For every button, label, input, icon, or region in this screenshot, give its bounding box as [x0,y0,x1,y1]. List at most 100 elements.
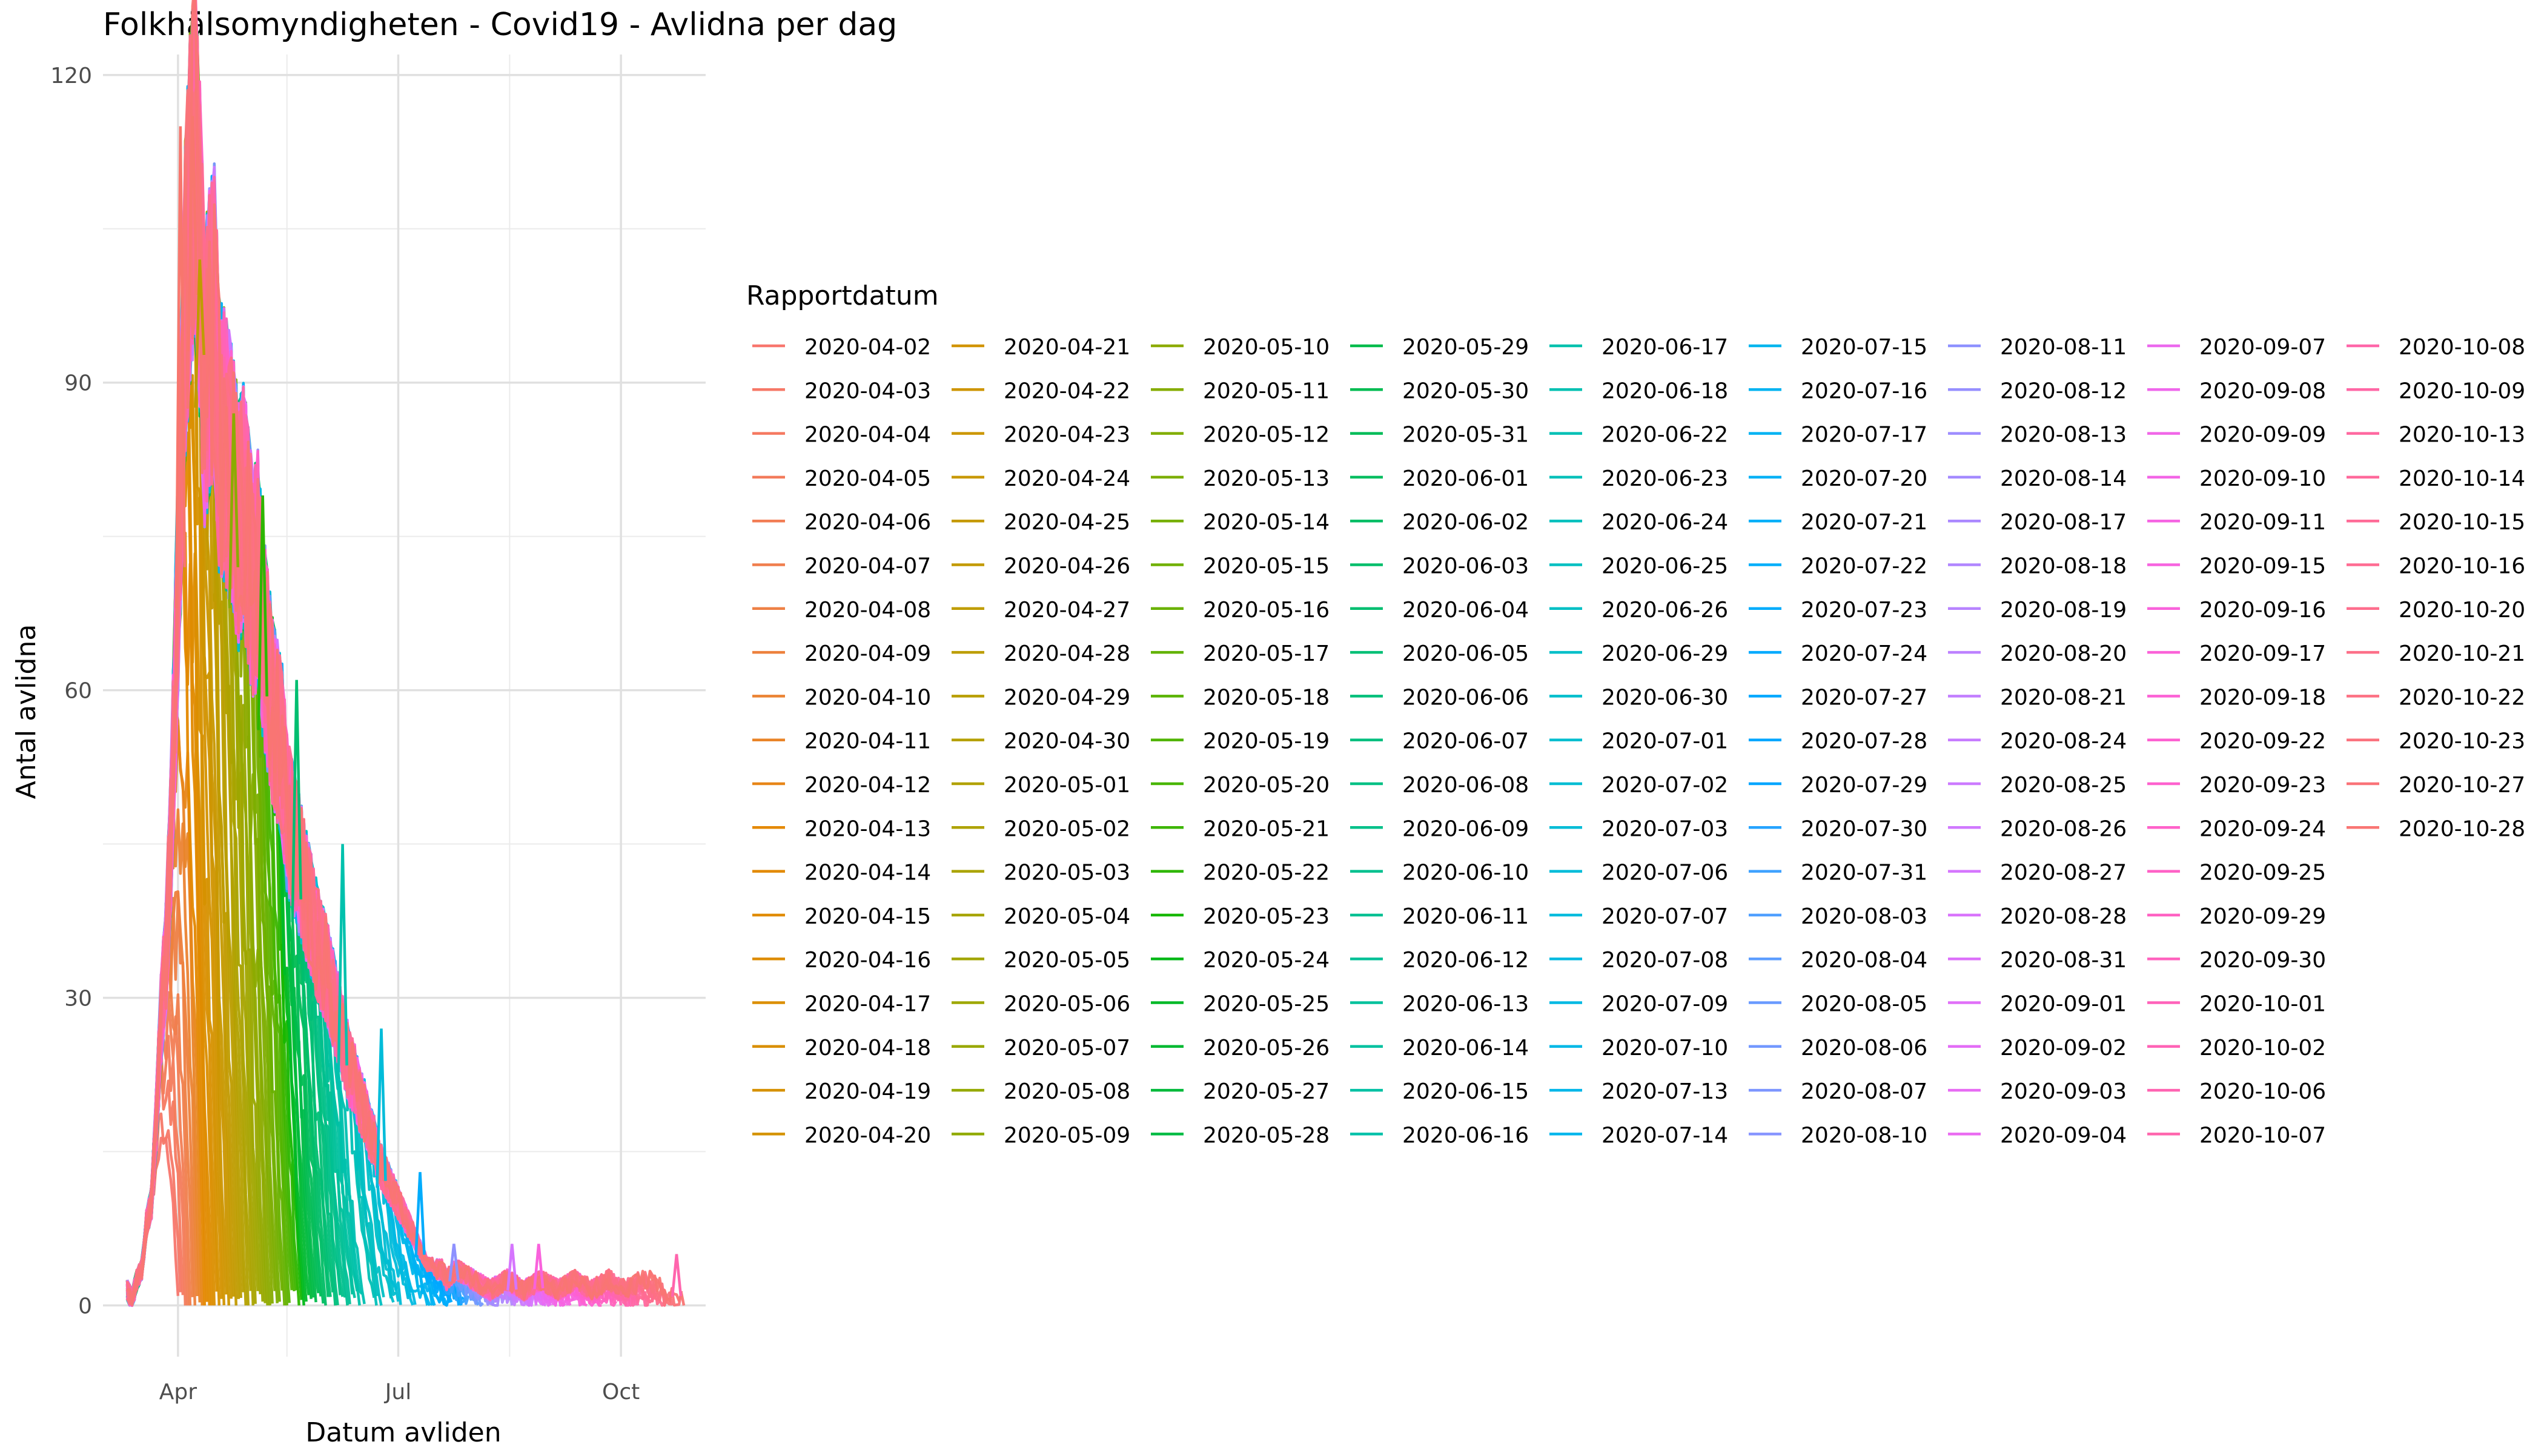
legend-label: 2020-07-07 [1602,904,1728,929]
legend-label: 2020-10-08 [2399,335,2525,360]
legend-label: 2020-05-27 [1203,1079,1330,1104]
legend-label: 2020-08-21 [2000,685,2127,710]
legend-label: 2020-10-28 [2399,816,2525,841]
series-spike [337,844,348,1079]
legend-label: 2020-09-22 [2199,729,2326,754]
legend-label: 2020-10-14 [2399,466,2525,491]
legend-label: 2020-07-15 [1801,335,1927,360]
legend-label: 2020-04-02 [804,335,931,360]
series-spike [506,1243,518,1291]
legend-label: 2020-04-15 [804,904,931,929]
legend-label: 2020-08-13 [2000,423,2127,448]
legend-label: 2020-05-09 [1004,1123,1130,1148]
legend-label: 2020-05-04 [1004,904,1130,929]
legend-label: 2020-08-03 [1801,904,1927,929]
series-line [125,91,669,1307]
legend-label: 2020-07-28 [1801,729,1927,754]
legend-label: 2020-05-14 [1203,510,1330,535]
legend-label: 2020-09-04 [2000,1123,2127,1148]
legend-label: 2020-04-12 [804,773,931,798]
legend-label: 2020-07-08 [1602,948,1728,973]
legend-label: 2020-07-31 [1801,861,1927,885]
legend-label: 2020-08-19 [2000,598,2127,623]
legend-label: 2020-08-28 [2000,904,2127,929]
legend-label: 2020-09-30 [2199,948,2326,973]
legend-label: 2020-05-01 [1004,773,1130,798]
legend-label: 2020-09-23 [2199,773,2326,798]
legend-label: 2020-05-18 [1203,685,1330,710]
series-spike [228,413,240,609]
legend-label: 2020-06-14 [1402,1036,1529,1061]
legend-label: 2020-10-02 [2199,1036,2326,1061]
legend-label: 2020-06-16 [1402,1123,1529,1148]
legend-title: Rapportdatum [746,280,939,311]
legend-label: 2020-09-11 [2199,510,2326,535]
series-spike [376,1028,387,1188]
legend-label: 2020-06-09 [1402,816,1529,841]
series-spike [194,259,206,408]
legend-label: 2020-04-23 [1004,423,1130,448]
legend-label: 2020-08-18 [2000,554,2127,579]
legend-label: 2020-09-10 [2199,466,2326,491]
legend-label: 2020-04-18 [804,1036,931,1061]
legend-label: 2020-04-03 [804,379,931,403]
legend-label: 2020-04-26 [1004,554,1130,579]
legend-label: 2020-05-26 [1203,1036,1330,1061]
legend-label: 2020-08-10 [1801,1123,1927,1148]
legend-label: 2020-06-02 [1402,510,1529,535]
legend-label: 2020-10-09 [2399,379,2525,403]
legend-label: 2020-05-08 [1004,1079,1130,1104]
series-spike [257,495,268,730]
legend-label: 2020-04-21 [1004,335,1130,360]
legend-label: 2020-07-20 [1801,466,1927,491]
legend-label: 2020-05-21 [1203,816,1330,841]
legend-label: 2020-05-28 [1203,1123,1330,1148]
legend-label: 2020-09-15 [2199,554,2326,579]
legend-label: 2020-08-20 [2000,641,2127,666]
legend-label: 2020-08-17 [2000,510,2127,535]
legend-label: 2020-05-06 [1004,992,1130,1017]
legend-label: 2020-09-24 [2199,816,2326,841]
series-lines [125,0,686,1307]
legend-label: 2020-07-14 [1602,1123,1728,1148]
legend-label: 2020-06-25 [1602,554,1728,579]
legend-label: 2020-08-06 [1801,1036,1927,1061]
series-spike [671,1254,683,1297]
series-spike [174,126,187,609]
legend-label: 2020-05-12 [1203,423,1330,448]
legend-label: 2020-08-11 [2000,335,2127,360]
legend-label: 2020-06-26 [1602,598,1728,623]
chart-title: Folkhälsomyndigheten - Covid19 - Avlidna… [103,7,897,43]
legend-label: 2020-07-24 [1801,641,1927,666]
legend-label: 2020-05-24 [1203,948,1330,973]
y-tick-label: 30 [64,986,92,1011]
legend-label: 2020-05-03 [1004,861,1130,885]
y-tick-label: 60 [64,679,92,704]
legend-label: 2020-09-16 [2199,598,2326,623]
legend-label: 2020-05-29 [1402,335,1529,360]
legend-label: 2020-08-07 [1801,1079,1927,1104]
legend-label: 2020-09-17 [2199,641,2326,666]
legend-label: 2020-04-24 [1004,466,1130,491]
legend-label: 2020-04-16 [804,948,931,973]
legend-label: 2020-05-31 [1402,423,1529,448]
legend-label: 2020-04-05 [804,466,931,491]
legend-label: 2020-05-07 [1004,1036,1130,1061]
legend-label: 2020-08-31 [2000,948,2127,973]
legend-label: 2020-09-09 [2199,423,2326,448]
legend-label: 2020-04-09 [804,641,931,666]
legend-label: 2020-07-10 [1602,1036,1728,1061]
legend-label: 2020-05-05 [1004,948,1130,973]
legend-label: 2020-06-30 [1602,685,1728,710]
legend-label: 2020-06-05 [1402,641,1529,666]
legend-label: 2020-07-27 [1801,685,1927,710]
series-spike [533,1243,545,1289]
series-spike [448,1243,460,1282]
legend-label: 2020-04-10 [804,685,931,710]
legend-label: 2020-09-29 [2199,904,2326,929]
legend-label: 2020-07-13 [1602,1079,1728,1104]
legend-label: 2020-07-01 [1602,729,1728,754]
legend: 2020-04-02 2020-04-03 2020-04-04 2020-04-05… [752,335,2525,1148]
legend-label: 2020-07-21 [1801,510,1927,535]
